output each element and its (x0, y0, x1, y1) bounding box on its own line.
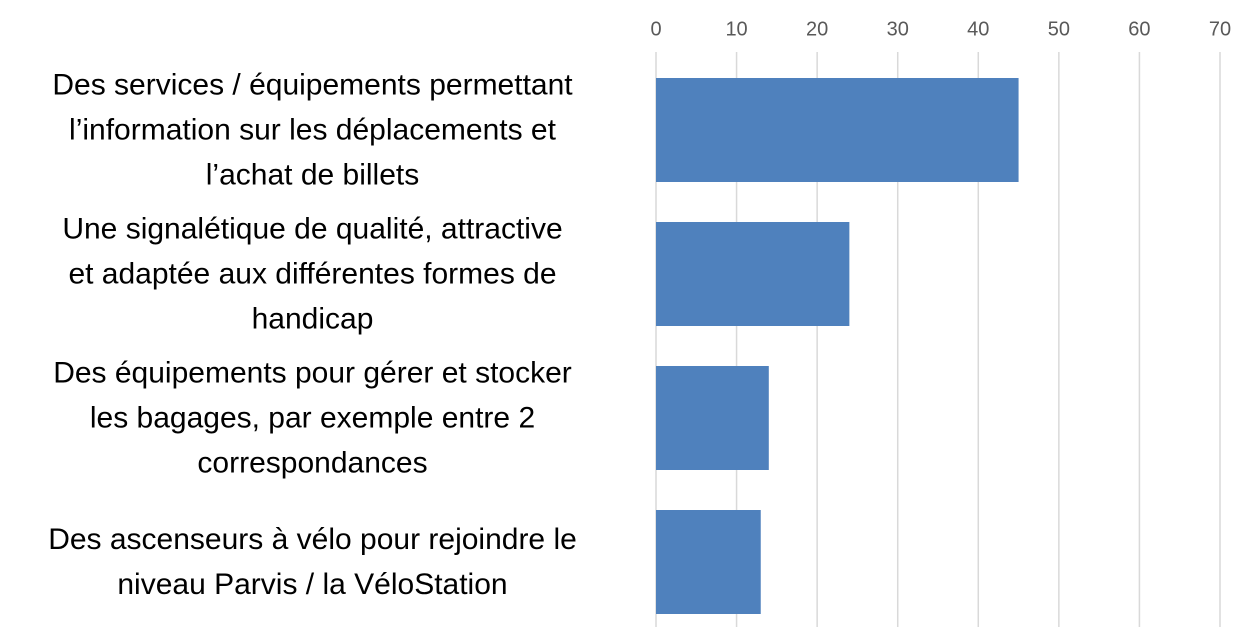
bar (656, 366, 769, 470)
x-tick-label: 20 (806, 18, 828, 40)
x-tick-label: 60 (1128, 18, 1150, 40)
y-tick-label: Une signalétique de qualité, attractive … (62, 212, 563, 336)
y-tick-label: Des équipements pour gérer et stocker le… (53, 356, 572, 480)
x-tick-label: 50 (1048, 18, 1070, 40)
y-tick-label: Des services / équipements permettant l’… (52, 68, 573, 192)
bar (656, 78, 1019, 182)
x-tick-label: 10 (725, 18, 747, 40)
x-tick-label: 30 (887, 18, 909, 40)
x-tick-label: 40 (967, 18, 989, 40)
x-tick-label: 0 (650, 18, 661, 40)
y-tick-label: Des ascenseurs à vélo pour rejoindre le … (48, 523, 577, 601)
bar (656, 222, 850, 326)
bar (656, 510, 761, 614)
x-tick-label: 70 (1209, 18, 1231, 40)
